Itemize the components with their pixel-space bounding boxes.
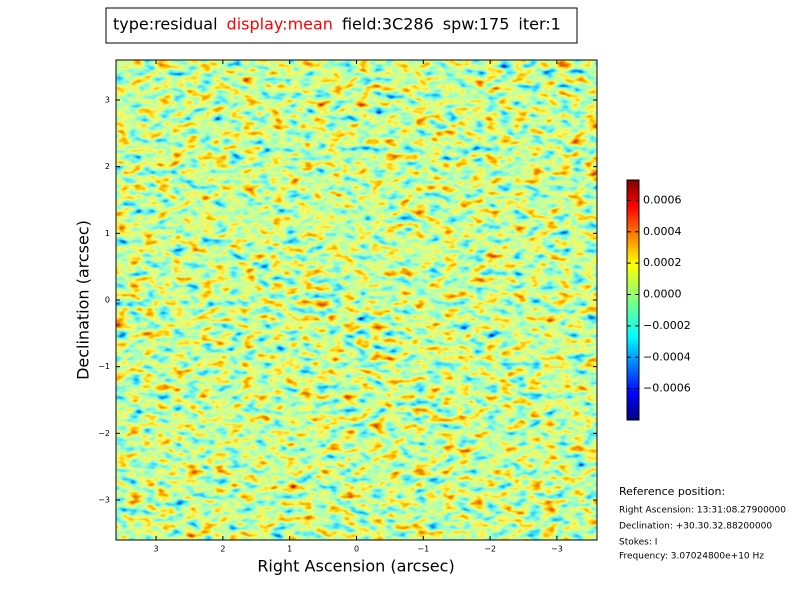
title-part: type:residual [113, 15, 218, 34]
title-box [105, 7, 578, 44]
colorbar-tick-label: −0.0004 [643, 350, 691, 363]
x-axis-label: Right Ascension (arcsec) [257, 557, 454, 576]
title-part: iter:1 [518, 15, 560, 34]
y-tick-label: −3 [98, 496, 110, 505]
colorbar-tick-label: 0.0000 [643, 288, 682, 301]
y-axis-label: Declination (arcsec) [74, 220, 93, 380]
title-part: field:3C286 [342, 15, 434, 34]
y-tick-label: 2 [105, 162, 110, 171]
colorbar-tick-label: −0.0002 [643, 319, 691, 332]
title: type:residual display:mean field:3C286 spw:… [113, 15, 561, 34]
colorbar [626, 179, 640, 421]
reference-line: Declination: +30.30.32.88200000 [619, 522, 772, 532]
x-tick-label: 2 [220, 545, 225, 554]
residual-image [116, 60, 597, 540]
y-tick-label: 0 [105, 296, 110, 305]
x-tick-label: −1 [417, 545, 429, 554]
colorbar-tick-label: 0.0006 [643, 193, 682, 206]
x-tick-label: 3 [154, 545, 159, 554]
colorbar-tick-label: −0.0006 [643, 382, 691, 395]
colorbar-tick-label: 0.0004 [643, 225, 682, 238]
reference-line: Reference position: [619, 485, 725, 498]
x-tick-label: −3 [551, 545, 563, 554]
x-tick-label: 1 [287, 545, 292, 554]
colorbar-tick-label: 0.0002 [643, 256, 682, 269]
reference-line: Frequency: 3.07024800e+10 Hz [619, 552, 764, 562]
reference-line: Right Ascension: 13:31:08.27900000 [619, 506, 786, 516]
title-part: spw:175 [443, 15, 510, 34]
y-tick-label: 1 [105, 229, 110, 238]
y-tick-label: −2 [98, 429, 110, 438]
x-tick-label: 0 [354, 545, 359, 554]
x-tick-label: −2 [484, 545, 496, 554]
reference-line: Stokes: I [619, 538, 657, 548]
y-tick-label: 3 [105, 96, 110, 105]
y-tick-label: −1 [98, 362, 110, 371]
title-part: display:mean [227, 15, 333, 34]
